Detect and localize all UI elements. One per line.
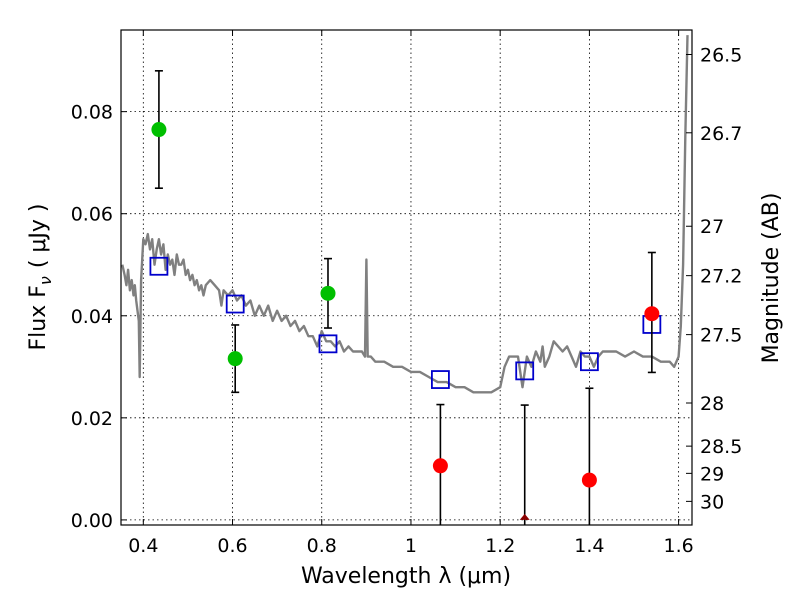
y-axis-label: Flux Fν ( μJy ) <box>26 204 55 351</box>
y-tick-label: 0.00 <box>71 510 113 532</box>
axes: 0.4 0.6 0.8 1 1.2 1.4 1.6 0.00 0.02 0.04 0.06 0.08 2… <box>71 30 742 557</box>
upper-limit-point <box>581 472 597 488</box>
model-square-marker <box>515 361 535 381</box>
x-tick-label: 1.4 <box>574 535 604 557</box>
nondetection-marker <box>519 513 530 520</box>
error-bars <box>154 70 656 525</box>
mag-tick-label: 27.2 <box>700 266 742 288</box>
x-tick-label: 0.8 <box>307 535 337 557</box>
x-tick-label: 1 <box>405 535 417 557</box>
detected-point <box>320 285 336 301</box>
grid <box>121 30 692 525</box>
model-square-marker <box>318 334 338 354</box>
x-tick-label: 1.2 <box>485 535 515 557</box>
mag-tick-label: 27.5 <box>700 325 742 347</box>
y-axis-label-subscript: ν <box>36 276 55 285</box>
x-tick-label: 0.4 <box>128 535 158 557</box>
mag-tick-label: 29 <box>700 463 724 485</box>
x-axis-label: Wavelength λ (μm) <box>301 564 511 589</box>
right-axis-label: Magnitude (AB) <box>759 193 784 364</box>
upper-limit-point <box>432 458 448 474</box>
upper-limit-point <box>644 306 660 322</box>
mag-tick-label: 27 <box>700 216 724 238</box>
mag-tick-label: 30 <box>700 491 724 513</box>
model-square-marker <box>149 256 169 276</box>
plot-frame <box>120 29 693 526</box>
x-tick-label: 0.6 <box>217 535 247 557</box>
y-tick-label: 0.08 <box>71 102 113 124</box>
y-tick-label: 0.06 <box>71 204 113 226</box>
observed-photometry <box>151 122 660 520</box>
mag-tick-label: 28 <box>700 393 724 415</box>
model-square-marker <box>579 352 599 372</box>
detected-point <box>227 351 243 367</box>
model-square-marker <box>431 370 450 389</box>
x-tick-label: 1.6 <box>664 535 694 557</box>
mag-tick-label: 28.5 <box>700 436 742 458</box>
mag-tick-label: 26.5 <box>700 44 742 66</box>
y-axis-label-main: Flux F <box>26 285 51 350</box>
model-square-marker <box>225 294 245 314</box>
detected-point <box>151 122 167 138</box>
mag-tick-label: 26.7 <box>700 123 742 145</box>
y-tick-label: 0.04 <box>71 306 113 328</box>
y-axis-label-unit: ( μJy ) <box>26 204 51 269</box>
y-tick-label: 0.02 <box>71 408 113 430</box>
